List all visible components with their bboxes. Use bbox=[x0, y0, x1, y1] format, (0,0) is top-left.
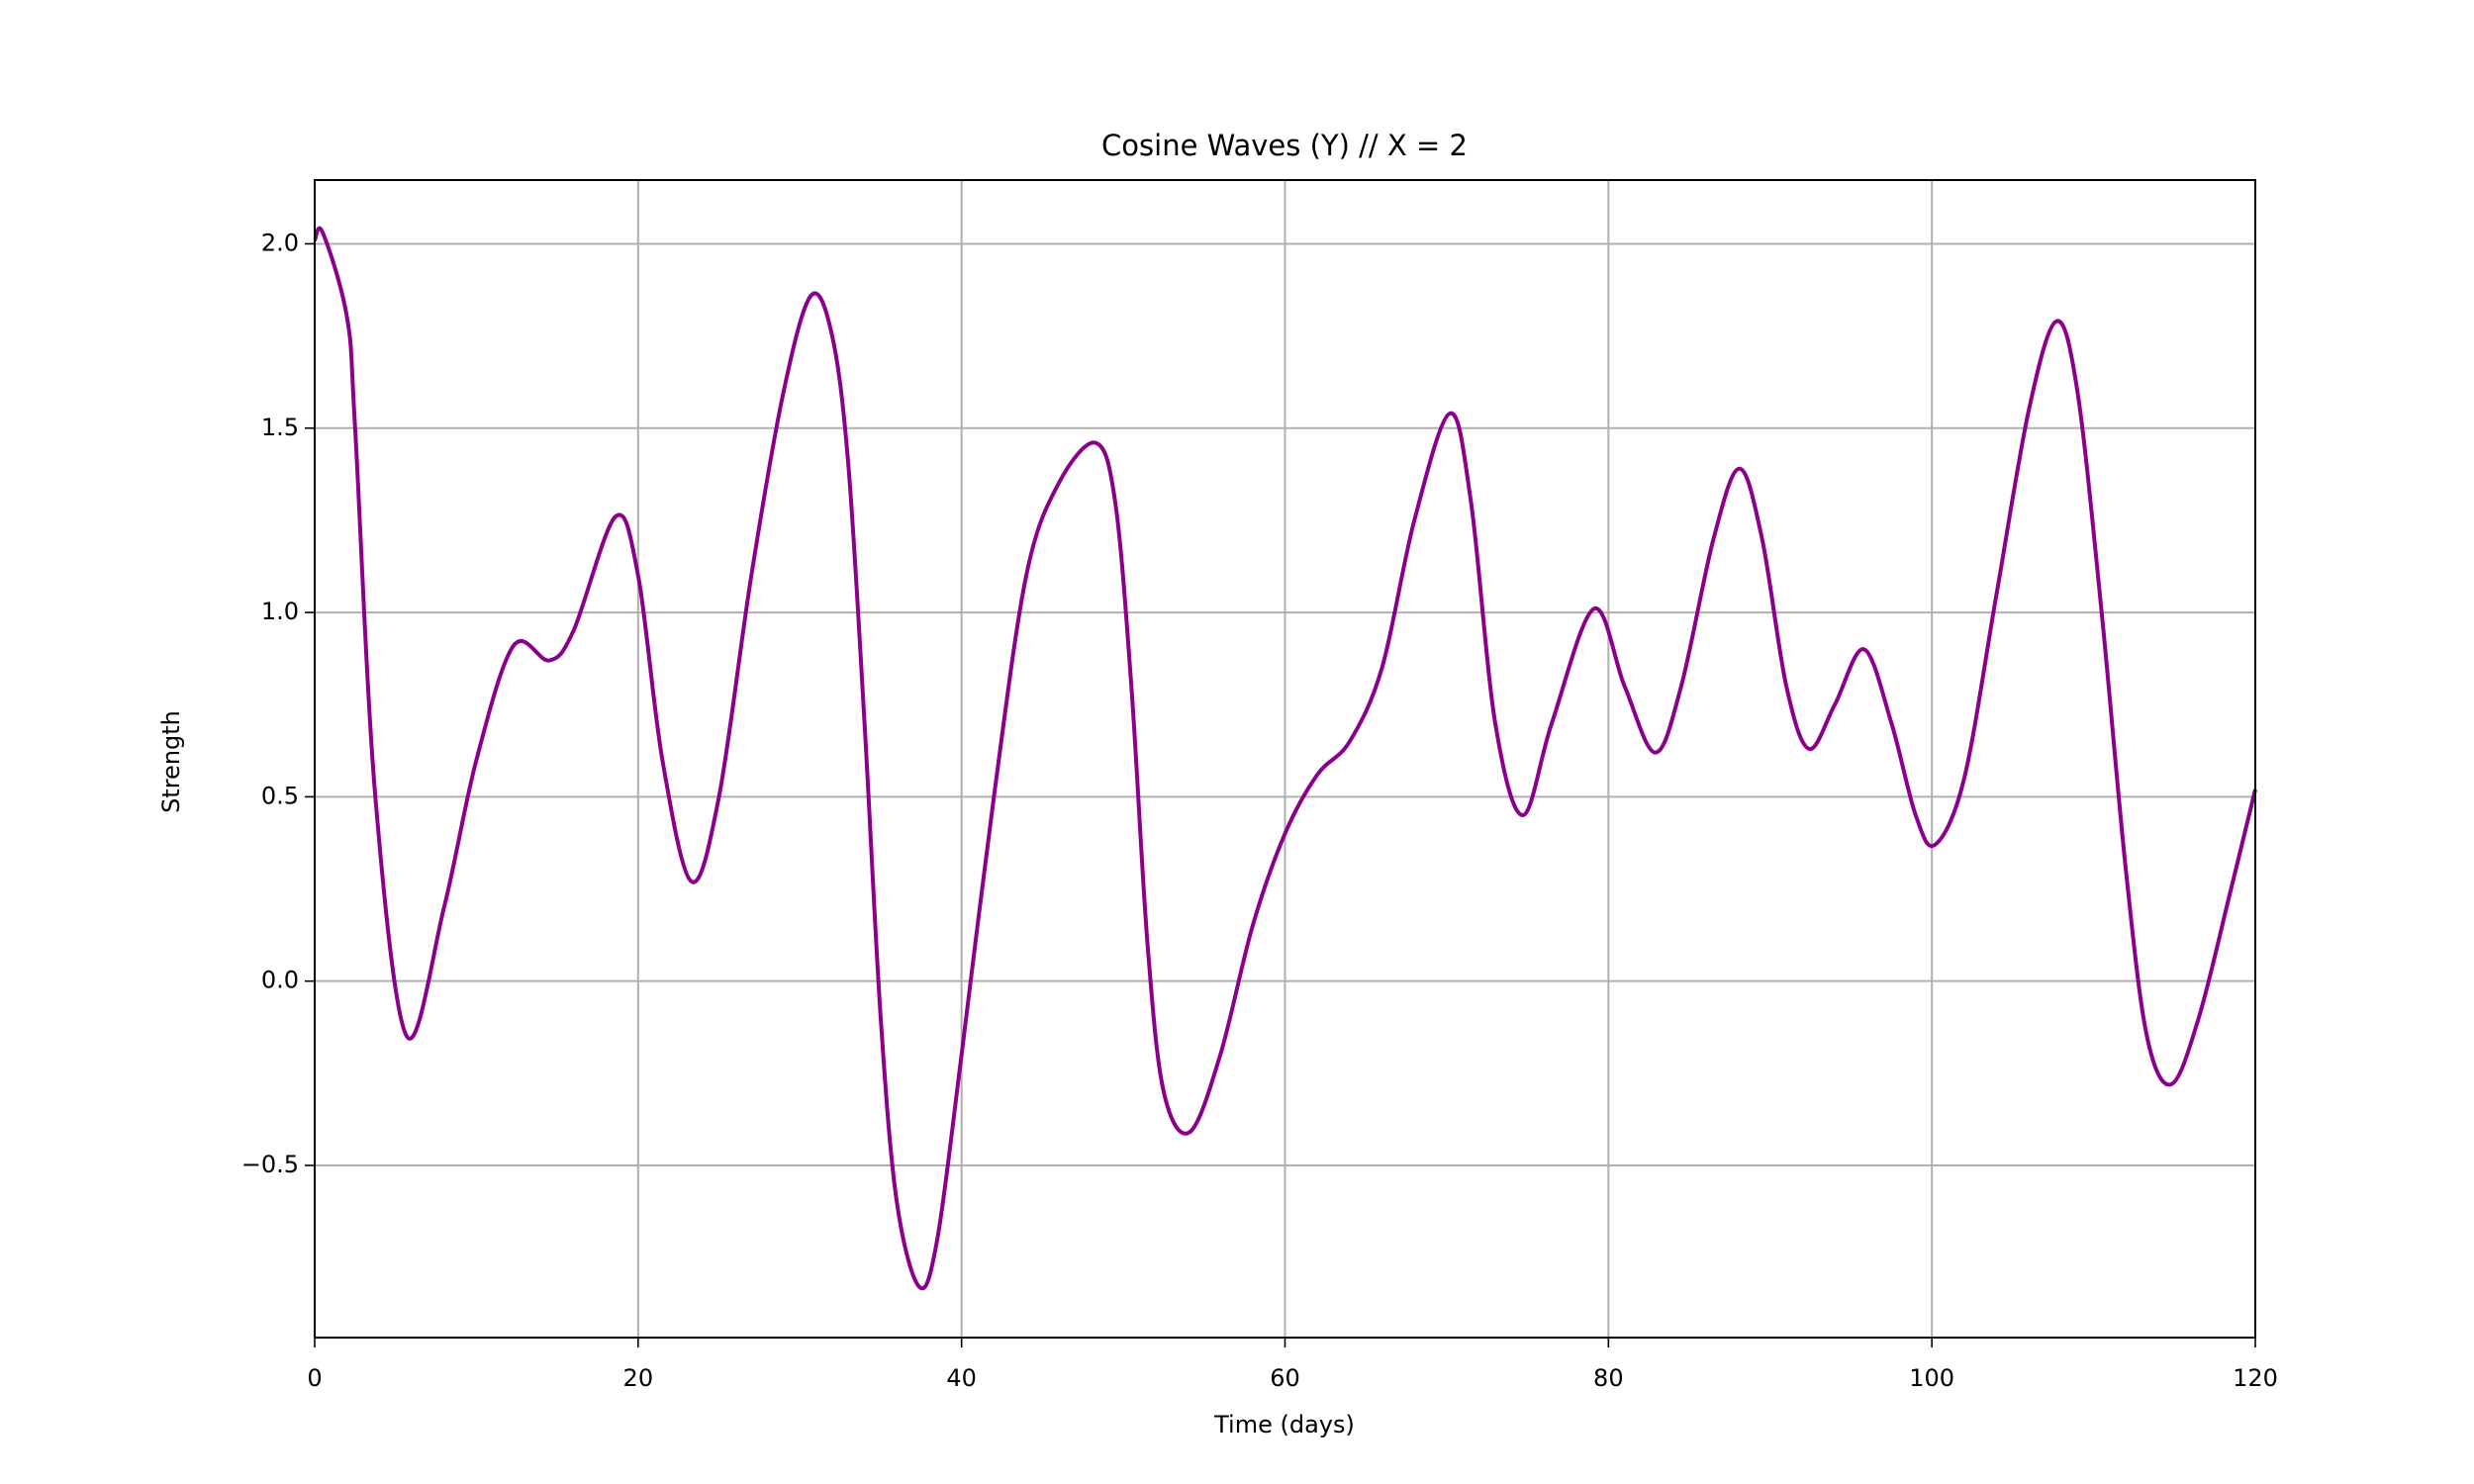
y-tick-label: 0.5 bbox=[261, 782, 299, 809]
x-tick-label: 20 bbox=[623, 1364, 654, 1392]
y-tick-label: 2.0 bbox=[261, 229, 299, 256]
y-tick-label: 1.5 bbox=[261, 414, 299, 441]
x-tick-label: 120 bbox=[2233, 1364, 2278, 1392]
x-tick-label: 0 bbox=[307, 1364, 322, 1392]
y-tick-label: 0.0 bbox=[261, 967, 299, 994]
y-axis-label: Strength bbox=[157, 710, 185, 813]
y-tick-label: −0.5 bbox=[241, 1151, 299, 1178]
x-axis-label: Time (days) bbox=[1213, 1411, 1355, 1438]
x-tick-label: 80 bbox=[1593, 1364, 1624, 1392]
plot-frame bbox=[314, 179, 2256, 1339]
x-tick-label: 40 bbox=[946, 1364, 977, 1392]
y-tick-label: 1.0 bbox=[261, 598, 299, 625]
chart-title: Cosine Waves (Y) // X = 2 bbox=[1101, 129, 1468, 162]
data-line bbox=[313, 226, 2257, 1291]
x-tick-label: 60 bbox=[1270, 1364, 1300, 1392]
x-tick-label: 100 bbox=[1909, 1364, 1954, 1392]
